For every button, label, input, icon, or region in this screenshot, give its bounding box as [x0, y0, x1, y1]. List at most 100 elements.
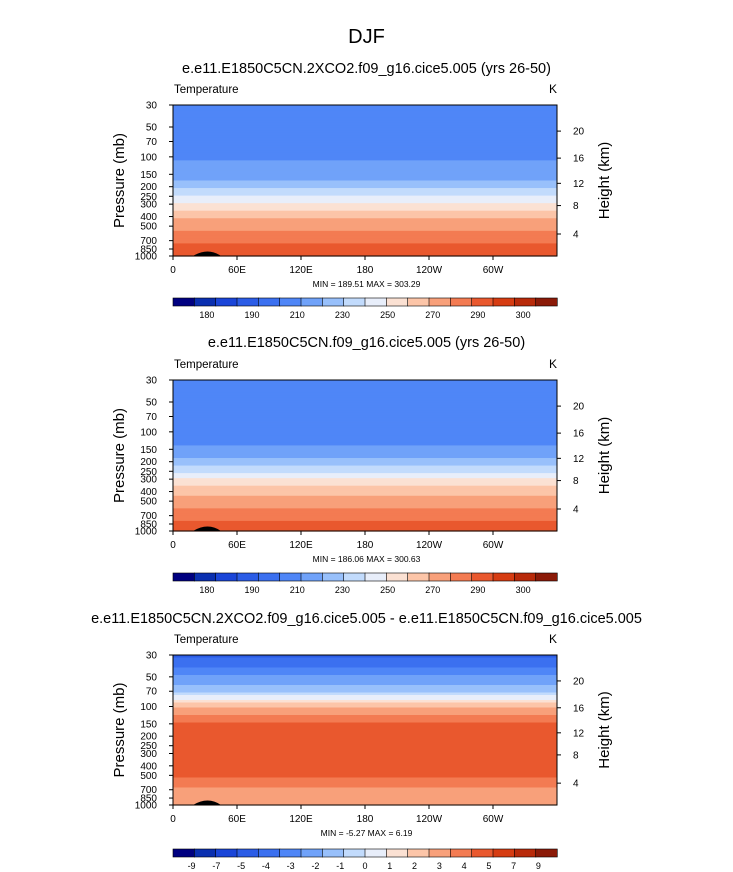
contour-band: [173, 213, 557, 217]
contour-band: [173, 402, 557, 406]
y-tick-label: 1000: [135, 801, 158, 812]
contour-band: [173, 767, 557, 771]
contour-band: [173, 392, 557, 396]
contour-band: [173, 523, 557, 527]
contour-band: [173, 250, 557, 255]
contour-band: [173, 755, 557, 759]
contour-band: [173, 670, 557, 674]
contour-band: [173, 145, 557, 149]
x-tick-label: 120W: [416, 540, 443, 551]
contour-band: [173, 657, 557, 661]
contour-band: [173, 750, 557, 754]
contour-band: [173, 253, 557, 257]
colorbar-box: [172, 848, 195, 858]
colorbar-label: -9: [188, 861, 196, 871]
colorbar-box: [407, 848, 430, 858]
contour-band: [173, 463, 557, 467]
colorbar-box: [343, 848, 366, 858]
colorbar-box: [279, 572, 302, 582]
panel-1: e.e11.E1850C5CN.2XCO2.f09_g16.cice5.005 …: [111, 61, 613, 320]
contour-band: [173, 382, 557, 386]
contour-band: [173, 490, 557, 494]
y-tick-label: 400: [140, 212, 157, 223]
contour-band: [173, 500, 557, 504]
contour-band: [173, 390, 557, 394]
contour-band: [173, 687, 557, 691]
contour-band: [173, 790, 557, 794]
contour-band: [173, 742, 557, 746]
colorbar-box: [428, 572, 451, 582]
contour-band: [173, 450, 557, 454]
y-tick-label: 70: [146, 137, 158, 148]
y-tick-label: 300: [140, 200, 157, 211]
contour-band: [173, 228, 557, 232]
colorbar-label: 7: [511, 861, 516, 871]
panel-title: e.e11.E1850C5CN.2XCO2.f09_g16.cice5.005 …: [91, 611, 642, 627]
y-tick-label: 100: [140, 152, 157, 163]
contour-band: [173, 205, 557, 209]
contour-band: [173, 765, 557, 769]
contour-band: [173, 110, 557, 114]
contour-band: [173, 737, 557, 741]
x-tick-label: 120E: [289, 265, 313, 276]
contour-band: [173, 425, 557, 429]
colorbar-box: [364, 572, 387, 582]
contour-band: [173, 435, 557, 439]
contour-band: [173, 715, 557, 719]
colorbar-box: [471, 572, 494, 582]
contour-band: [173, 415, 557, 419]
contour-band: [173, 410, 557, 414]
contour-band: [173, 230, 557, 234]
colorbar-label: -3: [287, 861, 295, 871]
variable-label: Temperature: [174, 634, 239, 646]
units-label: K: [549, 357, 557, 371]
x-tick-label: 120E: [289, 814, 313, 825]
contour-band: [173, 115, 557, 119]
y2-axis-title: Height (km): [596, 142, 613, 220]
panels: e.e11.E1850C5CN.2XCO2.f09_g16.cice5.005 …: [91, 61, 642, 871]
y2-axis-title: Height (km): [596, 691, 613, 769]
y-tick-label: 300: [140, 749, 157, 760]
contour-band: [173, 243, 557, 247]
colorbar-box: [215, 297, 238, 307]
y-tick-label: 100: [140, 702, 157, 713]
colorbar-label: 250: [380, 585, 395, 595]
y-tick-label: 150: [140, 170, 157, 181]
colorbar-box: [172, 572, 195, 582]
contour-band: [173, 248, 557, 252]
contour-band: [173, 665, 557, 669]
y2-tick-label: 16: [573, 154, 585, 165]
y2-tick-label: 20: [573, 402, 585, 413]
contour-bands: [173, 105, 557, 257]
y-tick-label: 250: [140, 467, 157, 478]
y-axis-title: Pressure (mb): [111, 682, 128, 777]
y-tick-label: 70: [146, 687, 158, 698]
contour-band: [173, 720, 557, 724]
contour-band: [173, 190, 557, 194]
contour-bands: [173, 380, 557, 532]
contour-band: [173, 157, 557, 161]
contour-band: [173, 150, 557, 154]
x-tick-label: 180: [357, 265, 374, 276]
colorbar-box: [343, 297, 366, 307]
contour-band: [173, 112, 557, 116]
y-tick-label: 1000: [135, 527, 158, 538]
contour-band: [173, 722, 557, 726]
colorbar-label: 270: [425, 310, 440, 320]
contour-band: [173, 210, 557, 214]
contour-band: [173, 200, 557, 204]
colorbar-label: 5: [486, 861, 491, 871]
contour-band: [173, 215, 557, 219]
y-tick-label: 300: [140, 475, 157, 486]
contour-band: [173, 483, 557, 487]
colorbar: 180 190 210 230 250 270 290 300: [172, 572, 558, 595]
y-tick-label: 700: [140, 511, 157, 522]
contour-band: [173, 245, 557, 250]
y-tick-label: 250: [140, 192, 157, 203]
colorbar-box: [258, 572, 281, 582]
colorbar-label: 210: [290, 310, 305, 320]
colorbar-box: [215, 848, 238, 858]
y-axis-title: Pressure (mb): [111, 133, 128, 228]
colorbar-label: 290: [470, 310, 485, 320]
